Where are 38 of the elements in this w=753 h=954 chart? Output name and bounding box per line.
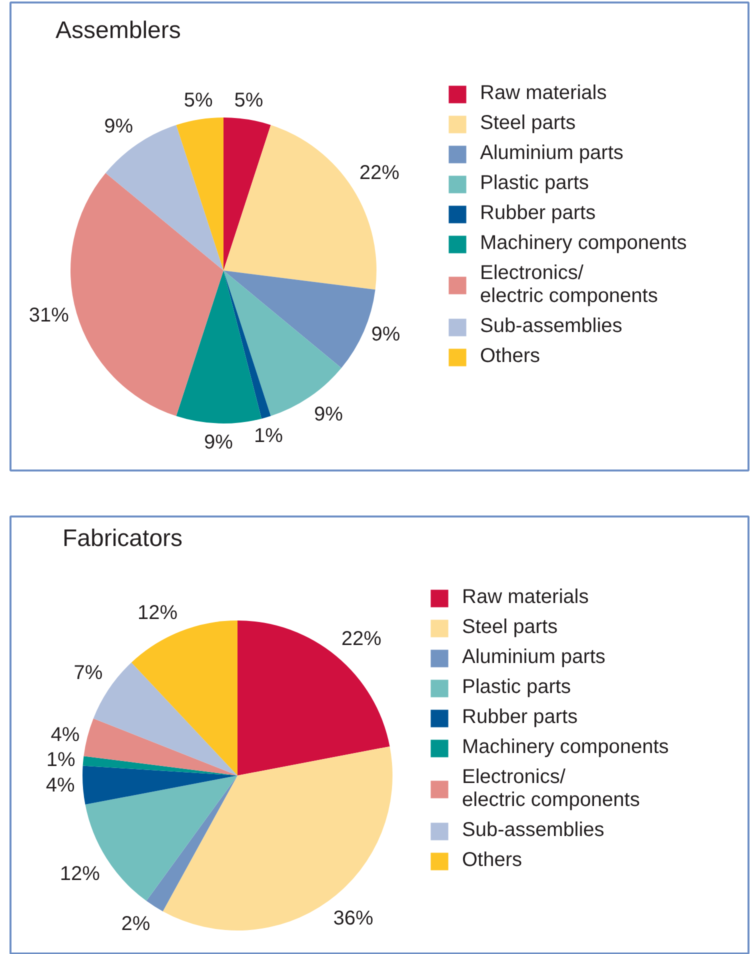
data-label: 1% [254,425,284,448]
legend-label: Others [462,849,522,872]
data-label: 12% [60,862,100,885]
chart-title: Fabricators [62,525,183,552]
legend-label: Rubber parts [480,202,596,225]
data-label: 31% [28,304,70,326]
data-label: 9% [371,323,400,346]
legend-label: Rubber parts [462,706,578,729]
legend-label: Plastic parts [480,172,589,195]
legend-label: Electronics/ electric components [480,262,658,308]
legend-label: Steel parts [462,616,558,639]
legend-label: Machinery components [462,736,669,759]
data-label: 9% [204,431,234,454]
data-label: 36% [333,907,374,930]
data-label: 5% [234,89,264,112]
data-label: 1% [46,749,76,772]
legend-label: Electronics/ electric components [462,766,640,812]
legend-label: Steel parts [480,112,576,135]
data-label: 12% [137,602,178,624]
data-label: 22% [341,628,382,650]
data-label: 7% [74,662,103,684]
data-label: 9% [314,404,344,426]
legend-label: Sub-assemblies [480,315,622,338]
legend-label: Raw materials [462,586,589,609]
legend-label: Aluminium parts [462,646,606,669]
data-label: 5% [184,89,213,112]
legend-label: Others [480,345,540,368]
chart-title: Assemblers [56,17,181,44]
data-label: 9% [104,115,134,138]
data-label: 4% [46,774,76,797]
data-label: 4% [50,724,80,746]
data-label: 22% [359,162,400,184]
data-label: 2% [121,913,150,936]
legend-label: Machinery components [480,232,687,255]
legend-label: Plastic parts [462,676,571,699]
legend-label: Raw materials [480,82,607,105]
legend-label: Sub-assemblies [462,819,604,842]
legend-label: Aluminium parts [480,142,624,165]
